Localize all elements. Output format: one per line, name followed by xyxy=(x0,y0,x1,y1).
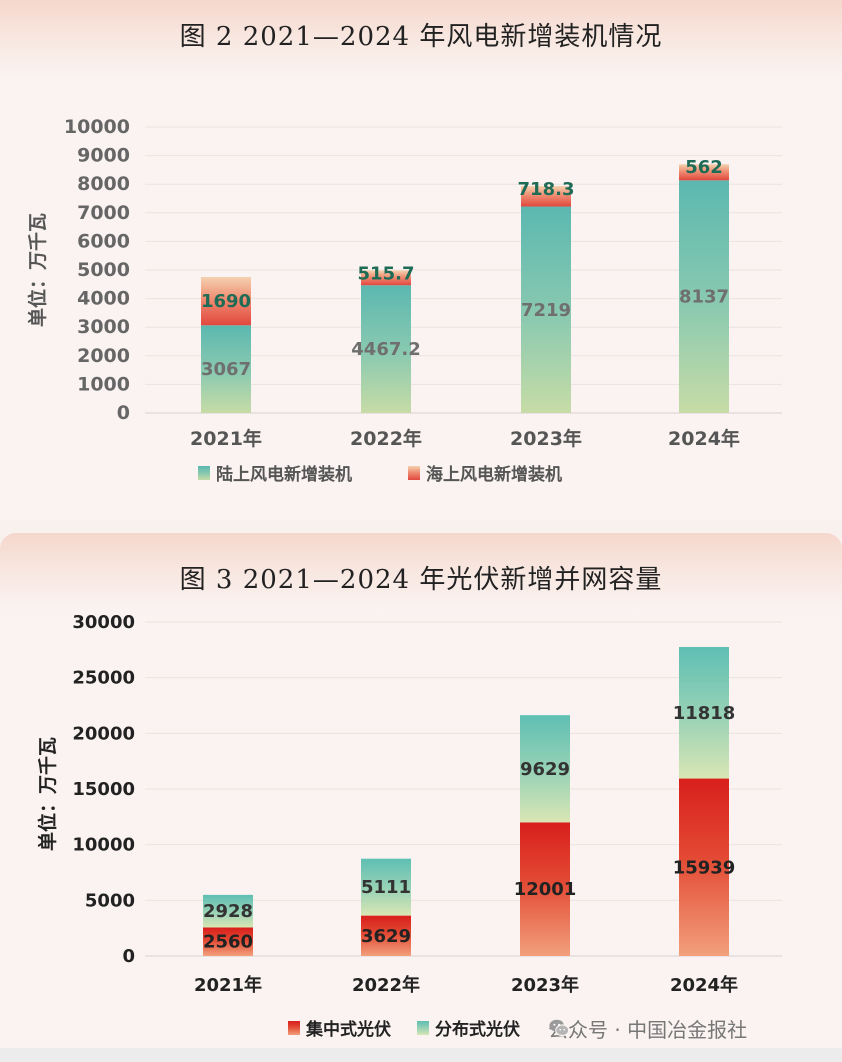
legend-swatch xyxy=(417,1021,429,1035)
y-tick-label: 10000 xyxy=(64,116,130,138)
x-tick-label: 2023年 xyxy=(511,974,579,996)
y-tick-label: 5000 xyxy=(77,259,130,281)
bar-segment xyxy=(520,822,570,956)
legend-label: 海上风电新增装机 xyxy=(426,464,562,485)
data-label: 2560 xyxy=(203,932,253,953)
data-label: 3629 xyxy=(361,926,411,947)
x-tick-label: 2021年 xyxy=(190,427,262,450)
data-label: 11818 xyxy=(673,703,736,724)
legend-swatch xyxy=(198,466,210,480)
legend-label: 分布式光伏 xyxy=(435,1019,520,1040)
data-label: 1690 xyxy=(201,291,251,312)
x-tick-label: 2024年 xyxy=(668,427,740,450)
y-tick-label: 4000 xyxy=(77,288,130,310)
data-label: 9629 xyxy=(520,759,570,780)
y-axis-label: 单位：万千瓦 xyxy=(26,213,49,327)
y-tick-label: 30000 xyxy=(72,612,135,633)
y-tick-label: 0 xyxy=(122,946,135,967)
x-tick-label: 2023年 xyxy=(510,427,582,450)
bar-segment xyxy=(201,276,251,326)
data-label: 8137 xyxy=(679,287,729,308)
data-label: 515.7 xyxy=(358,263,415,284)
x-tick-label: 2024年 xyxy=(670,974,738,996)
data-label: 3067 xyxy=(201,359,251,380)
bar-segment xyxy=(361,858,411,916)
data-label: 7219 xyxy=(521,300,571,321)
x-tick-label: 2021年 xyxy=(194,974,262,996)
data-label: 718.3 xyxy=(518,179,575,200)
chart-title: 图 3 2021—2024 年光伏新增并网容量 xyxy=(179,565,663,595)
y-tick-label: 3000 xyxy=(77,316,130,338)
wechat-icon xyxy=(549,1019,570,1037)
bar-segment xyxy=(521,185,571,207)
x-tick-label: 2022年 xyxy=(350,427,422,450)
bar-segment xyxy=(361,915,411,956)
title-band xyxy=(0,0,842,78)
bar-segment xyxy=(679,646,729,779)
y-tick-label: 10000 xyxy=(72,835,135,856)
y-tick-label: 7000 xyxy=(77,202,130,224)
bottom-strip xyxy=(0,1048,842,1062)
bar-segment xyxy=(521,206,571,413)
y-tick-label: 1000 xyxy=(77,373,130,395)
x-tick-label: 2022年 xyxy=(352,974,420,996)
data-label: 12001 xyxy=(514,879,577,900)
bar-segment xyxy=(520,715,570,823)
data-label: 2928 xyxy=(203,901,253,922)
bar-segment xyxy=(361,285,411,413)
y-tick-label: 9000 xyxy=(77,145,130,167)
bar-segment xyxy=(679,778,729,956)
bar-segment xyxy=(201,325,251,413)
legend-label: 陆上风电新增装机 xyxy=(216,464,352,485)
y-axis-label: 单位：万千瓦 xyxy=(36,737,59,851)
legend-label: 集中式光伏 xyxy=(305,1019,391,1040)
title-band xyxy=(0,533,842,611)
y-tick-label: 6000 xyxy=(77,230,130,252)
y-tick-label: 0 xyxy=(117,402,130,424)
data-label: 15939 xyxy=(673,857,736,878)
bar-segment xyxy=(203,894,253,928)
watermark-text: 公众号 · 中国冶金报社 xyxy=(548,1017,748,1042)
bar-segment xyxy=(203,927,253,956)
y-tick-label: 2000 xyxy=(77,345,130,367)
chart-title: 图 2 2021—2024 年风电新增装机情况 xyxy=(179,22,663,52)
legend-swatch xyxy=(408,466,420,480)
y-tick-label: 15000 xyxy=(72,779,135,800)
data-label: 5111 xyxy=(361,877,411,898)
wind-chart-svg: 0 1000 2000 3000 4000 5000 6000 7000 8000 9000 100… xyxy=(26,116,782,485)
bar-segment xyxy=(361,270,411,286)
y-tick-label: 20000 xyxy=(72,723,135,744)
data-label: 4467.2 xyxy=(351,339,420,360)
y-tick-label: 8000 xyxy=(77,173,130,195)
solar-chart-panel: 图 3 2021—2024 年光伏新增并网容量 0 5000 10000 15000 2… xyxy=(0,533,842,1062)
wind-chart-panel: 图 2 2021—2024 年风电新增装机情况 0 1000 2000 3000 400… xyxy=(0,0,842,520)
y-tick-label: 25000 xyxy=(72,668,135,689)
bar-segment xyxy=(679,180,729,413)
bar-segment xyxy=(679,164,729,181)
solar-chart-svg: 0 5000 10000 15000 20000 25000 30000 单位：万千瓦 2560… xyxy=(36,612,782,1040)
y-tick-label: 5000 xyxy=(85,890,135,911)
data-label: 562 xyxy=(685,157,723,178)
legend-swatch xyxy=(288,1021,300,1035)
watermark: 公众号 · 中国冶金报社 xyxy=(548,1014,747,1042)
